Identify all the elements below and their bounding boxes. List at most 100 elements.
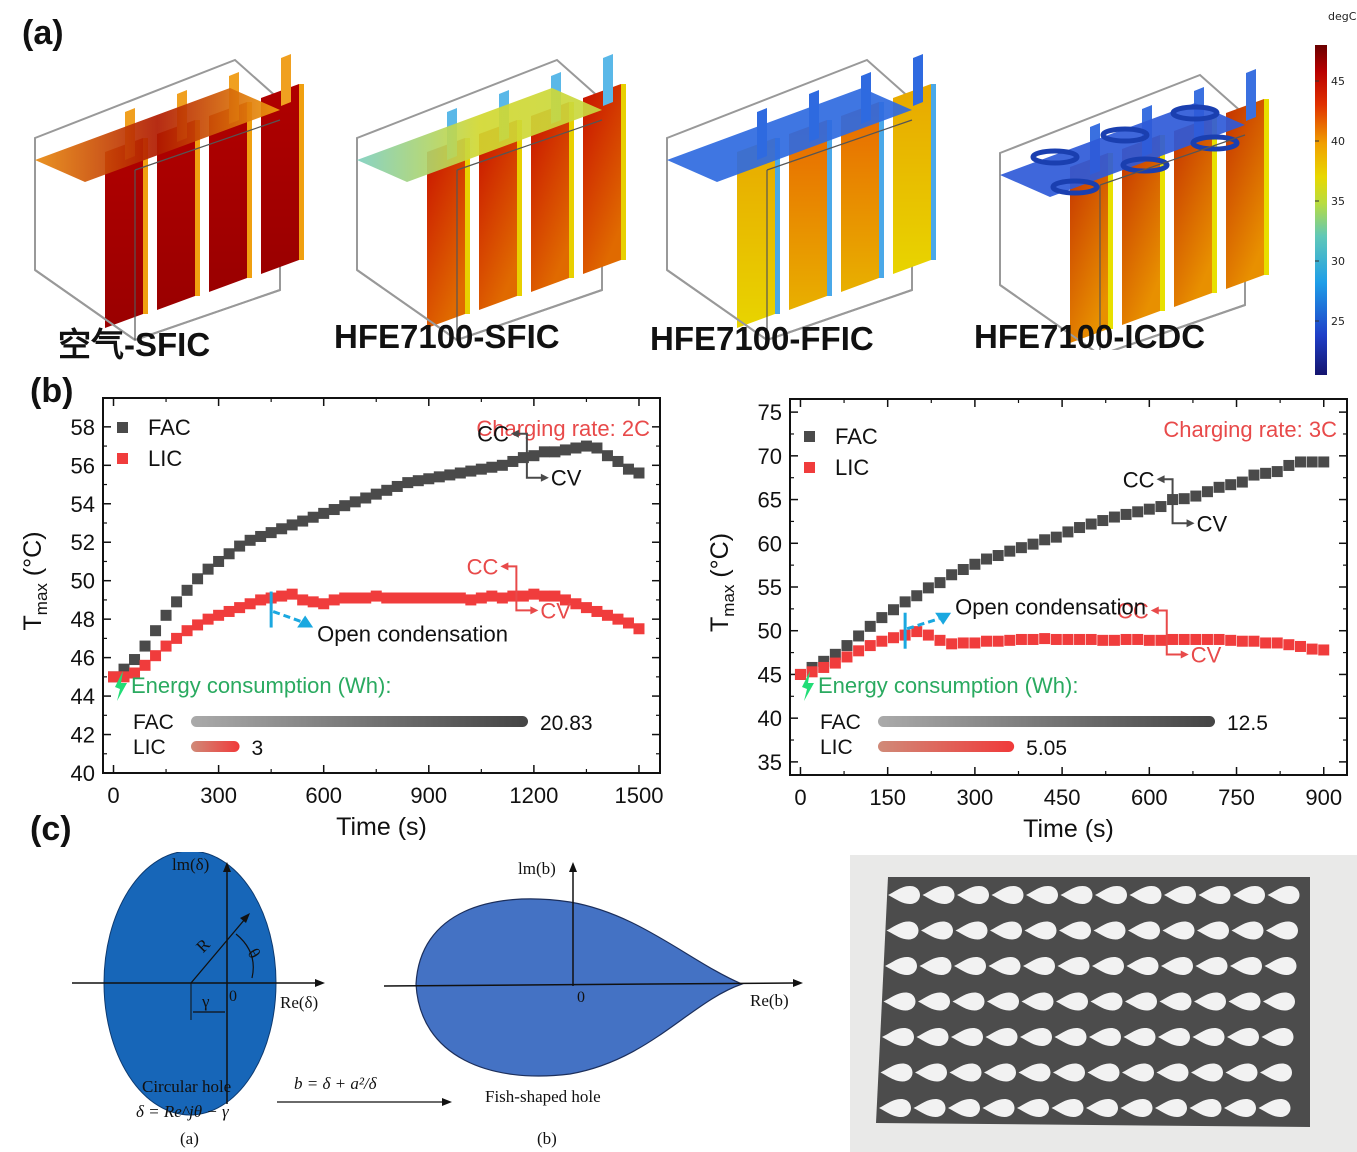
data-point-lic — [1097, 634, 1109, 646]
energy-bar-value-fac: 12.5 — [1227, 712, 1268, 735]
data-point-lic — [297, 594, 309, 606]
y-tick-label: 40 — [758, 706, 782, 731]
cell-plate — [157, 120, 195, 310]
data-point-lic — [1143, 634, 1155, 646]
fish-hole — [1197, 921, 1229, 940]
energy-bar-name-fac: FAC — [820, 711, 861, 734]
lic-cc-cv-annotation: CC CV — [467, 554, 572, 623]
data-point-fac — [1132, 506, 1144, 518]
data-point-fac — [265, 527, 277, 539]
x-tick-label: 900 — [410, 783, 447, 808]
cv-label: CV — [1191, 642, 1222, 667]
fish-hole — [1230, 957, 1262, 975]
fish-hole — [922, 886, 955, 904]
fish-hole — [1233, 886, 1265, 904]
theta-arc — [235, 933, 254, 979]
cc-cv-bracket — [516, 432, 543, 479]
data-point-lic — [181, 625, 193, 637]
data-point-lic — [412, 592, 424, 604]
data-point-lic — [946, 638, 958, 650]
colorbar-tick-label: 30 — [1331, 255, 1345, 268]
data-point-fac — [570, 442, 582, 454]
cv-arrow-icon — [1186, 519, 1195, 528]
fish-hole — [1260, 1063, 1292, 1082]
data-point-lic — [538, 590, 550, 602]
data-point-lic — [276, 590, 288, 602]
legend-label-lic: LIC — [148, 446, 182, 471]
render-cool — [666, 54, 936, 342]
lic-cc-cv-annotation: CC CV — [1117, 598, 1222, 667]
fish-hole — [918, 992, 950, 1011]
data-point-lic — [806, 666, 818, 678]
fish-hole — [1059, 921, 1091, 940]
render-hot — [34, 54, 304, 342]
data-point-lic — [360, 592, 372, 604]
cell-edge — [1160, 135, 1165, 311]
energy-bar-value-fac: 20.83 — [540, 712, 593, 735]
data-point-fac — [981, 553, 993, 565]
box-top-edge — [1099, 134, 1246, 186]
right-origin-label: 0 — [577, 989, 585, 1006]
data-point-lic — [876, 635, 888, 647]
x-tick-label: 300 — [957, 785, 994, 810]
data-point-fac — [244, 534, 256, 546]
data-point-fac — [1050, 531, 1062, 543]
data-point-fac — [1283, 459, 1295, 471]
fish-hole — [1123, 1028, 1156, 1046]
data-point-lic — [1260, 637, 1272, 649]
fish-hole — [1086, 1099, 1118, 1117]
data-point-lic — [402, 592, 414, 604]
data-point-fac — [412, 475, 424, 487]
cc-arrow-icon — [1150, 606, 1159, 615]
fish-hole — [1225, 1063, 1258, 1082]
y-tick-label: 60 — [758, 531, 782, 556]
cooling-fin — [603, 54, 613, 106]
data-point-lic — [981, 635, 993, 647]
fish-hole — [1164, 886, 1196, 904]
energy-bar-name-lic: LIC — [820, 736, 853, 759]
data-point-lic — [139, 659, 151, 671]
data-point-fac — [1120, 508, 1132, 520]
coil-tube — [1050, 178, 1100, 196]
perforated-plate-photo — [850, 855, 1357, 1152]
data-point-lic — [1039, 633, 1051, 645]
fish-hole — [1093, 921, 1126, 940]
data-point-fac — [339, 500, 351, 512]
data-point-lic — [318, 598, 330, 610]
cell-edge — [195, 120, 200, 296]
render-caption-hfe-icdc: HFE7100-ICDC — [974, 318, 1206, 355]
radius-line — [190, 918, 246, 984]
im-b-arrow-icon — [569, 862, 577, 872]
fish-hole — [1267, 886, 1300, 904]
data-point-fac — [1201, 486, 1213, 498]
data-point-fac — [150, 625, 162, 637]
data-point-lic — [1283, 639, 1295, 651]
cell-plate — [841, 102, 879, 292]
x-axis-label: Time (s) — [1023, 815, 1114, 843]
data-point-lic — [213, 609, 225, 621]
data-point-lic — [307, 596, 319, 608]
data-point-lic — [829, 657, 841, 669]
data-point-lic — [150, 650, 162, 662]
data-point-fac — [1004, 545, 1016, 557]
energy-title: Energy consumption (Wh): — [818, 673, 1078, 698]
cell-plate — [1122, 135, 1160, 325]
fish-hole — [882, 1028, 914, 1046]
cell-edge — [569, 102, 574, 278]
data-point-fac — [496, 459, 508, 471]
data-point-fac — [934, 577, 946, 589]
data-point-lic — [612, 613, 624, 625]
top-plate — [667, 88, 912, 182]
data-point-fac — [1306, 456, 1318, 468]
colorbar-tick-label: 25 — [1331, 315, 1345, 328]
x-tick-label: 300 — [200, 783, 237, 808]
data-point-fac — [1108, 511, 1120, 523]
cc-cv-bracket — [1156, 609, 1183, 656]
data-point-lic — [1190, 633, 1202, 645]
y-tick-label: 55 — [758, 575, 782, 600]
fish-hole — [1054, 1028, 1087, 1046]
fish-hole — [919, 957, 952, 975]
data-point-fac — [1074, 522, 1086, 534]
data-point-fac — [160, 609, 172, 621]
fish-hole-title: Fish-shaped hole — [485, 1087, 601, 1106]
